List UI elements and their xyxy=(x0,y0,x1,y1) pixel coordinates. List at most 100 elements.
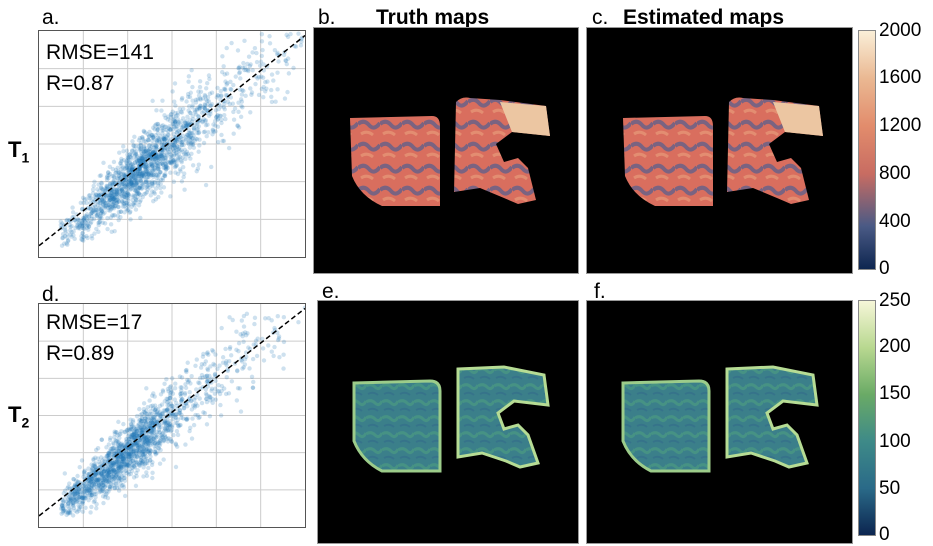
scatter-point xyxy=(87,481,92,486)
scatter-point xyxy=(201,140,207,146)
scatter-point xyxy=(124,206,129,211)
scatter-point xyxy=(119,477,124,483)
scatter-point xyxy=(150,475,155,481)
scatter-point xyxy=(104,491,109,497)
scatter-point xyxy=(89,485,94,491)
scatter-point xyxy=(170,89,175,94)
scatter-point xyxy=(179,412,184,418)
scatter-point xyxy=(117,150,122,155)
scatter-point xyxy=(125,192,131,197)
scatter-point xyxy=(213,123,218,128)
scatter-point xyxy=(147,149,152,155)
scatter-point xyxy=(130,418,136,423)
scatter-point xyxy=(125,445,131,451)
scatter-point xyxy=(126,167,132,172)
scatter-point xyxy=(146,148,151,153)
scatter-point xyxy=(137,437,142,443)
scatter-point xyxy=(136,450,142,456)
scatter-point xyxy=(140,458,146,464)
scatter-point xyxy=(84,485,89,490)
scatter-point xyxy=(149,180,155,186)
scatter-point xyxy=(276,59,281,64)
scatter-point xyxy=(213,108,219,113)
scatter-point xyxy=(131,200,136,206)
scatter-point xyxy=(126,203,131,208)
scatter-point xyxy=(68,497,73,503)
scatter-point xyxy=(188,110,193,116)
scatter-point xyxy=(172,120,178,126)
scatter-point xyxy=(202,362,207,367)
scatter-point xyxy=(207,373,212,379)
scatter-point xyxy=(122,445,128,450)
scatter-point xyxy=(207,76,212,82)
scatter-point xyxy=(119,182,125,187)
scatter-point xyxy=(161,136,167,142)
scatter-point xyxy=(172,140,178,145)
scatter-point xyxy=(168,115,174,120)
scatter-point xyxy=(166,427,172,433)
scatter-point xyxy=(141,446,147,452)
scatter-point xyxy=(180,397,185,402)
scatter-point xyxy=(134,460,139,466)
scatter-point xyxy=(98,214,103,219)
scatter-point xyxy=(147,159,153,164)
scatter-point xyxy=(253,338,259,344)
scatter-point xyxy=(133,427,138,432)
scatter-point xyxy=(100,201,106,207)
scatter-point xyxy=(135,445,141,451)
scatter-point xyxy=(67,511,73,516)
scatter-point xyxy=(123,190,128,195)
scatter-point xyxy=(141,157,147,163)
scatter-point xyxy=(94,471,99,476)
scatter-point xyxy=(132,435,137,440)
scatter-point xyxy=(80,231,85,236)
scatter-point xyxy=(127,447,132,452)
scatter-point xyxy=(145,132,150,137)
scatter-point xyxy=(132,465,138,470)
scatter-point xyxy=(122,183,127,189)
scatter-point xyxy=(220,69,225,75)
scatter-point xyxy=(173,170,178,175)
scatter-point xyxy=(178,127,184,132)
scatter-point xyxy=(179,397,185,402)
scatter-point xyxy=(218,104,224,109)
scatter-point xyxy=(142,149,147,155)
scatter-point xyxy=(146,134,152,139)
scatter-point xyxy=(156,178,161,184)
scatter-point xyxy=(84,490,90,495)
scatter-point xyxy=(124,471,130,476)
scatter-point xyxy=(241,365,246,370)
scatter-point xyxy=(143,171,148,177)
scatter-point xyxy=(125,456,130,462)
scatter-point xyxy=(275,87,280,92)
scatter-point xyxy=(158,156,163,162)
scatter-point xyxy=(201,105,207,110)
scatter-point xyxy=(79,487,85,492)
scatter-point xyxy=(91,209,96,214)
scatter-point xyxy=(209,388,214,393)
scatter-point xyxy=(218,113,223,118)
scatter-point xyxy=(135,468,140,473)
scatter-point xyxy=(90,205,95,210)
scatter-point xyxy=(215,116,221,121)
scatter-point xyxy=(84,233,89,239)
scatter-point xyxy=(74,486,79,492)
scatter-point xyxy=(146,170,151,176)
scatter-point xyxy=(115,469,121,474)
scatter-point xyxy=(174,130,180,136)
scatter-point xyxy=(238,76,243,81)
scatter-point xyxy=(112,431,118,436)
scatter-point xyxy=(155,445,161,451)
scatter-point xyxy=(185,114,190,120)
scatter-point xyxy=(134,171,140,177)
scatter-point xyxy=(157,403,163,409)
scatter-point xyxy=(127,152,132,157)
scatter-point xyxy=(182,187,187,192)
scatter-point xyxy=(221,386,227,391)
scatter-point xyxy=(133,443,139,449)
scatter-point xyxy=(141,173,146,178)
scatter-point xyxy=(137,434,142,440)
scatter-point xyxy=(107,470,112,475)
scatter-point xyxy=(167,124,172,129)
scatter-point xyxy=(153,156,158,161)
